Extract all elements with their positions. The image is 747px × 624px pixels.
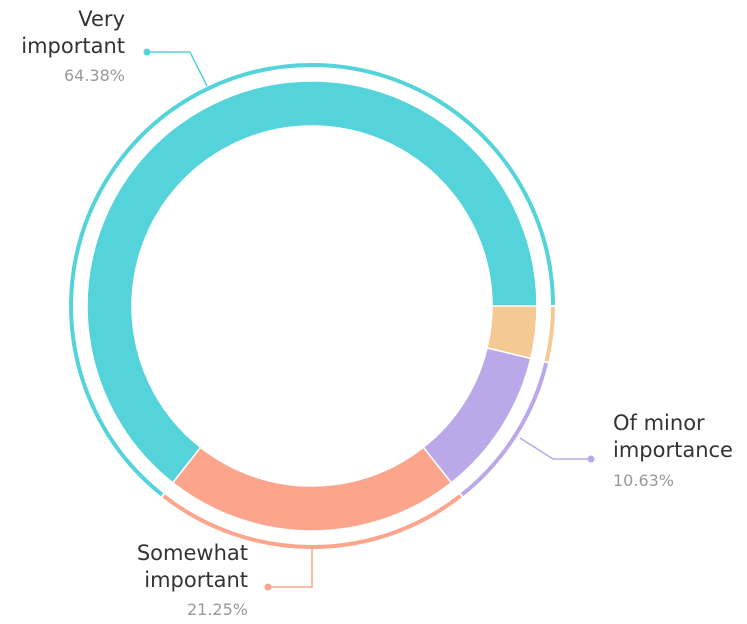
value-label: 21.25% xyxy=(186,600,248,619)
outer-ring xyxy=(544,306,555,362)
slice xyxy=(86,80,538,484)
label: Somewhat important xyxy=(136,541,248,592)
outer-ring xyxy=(69,63,555,497)
label: Of minor importance xyxy=(613,411,733,462)
slice xyxy=(486,305,538,360)
label: Very important xyxy=(21,7,125,58)
leader-dot xyxy=(264,583,272,591)
outer-ring xyxy=(162,494,462,549)
value-label: 10.63% xyxy=(613,471,675,490)
leader-line xyxy=(147,51,208,87)
leader-dot xyxy=(587,455,595,463)
outer-ring xyxy=(460,362,549,497)
leader-dot xyxy=(143,48,151,56)
leader-line xyxy=(268,548,313,588)
slice xyxy=(422,347,532,484)
leader-line xyxy=(519,437,591,460)
slice xyxy=(171,446,453,532)
value-label: 64.38% xyxy=(63,66,125,85)
